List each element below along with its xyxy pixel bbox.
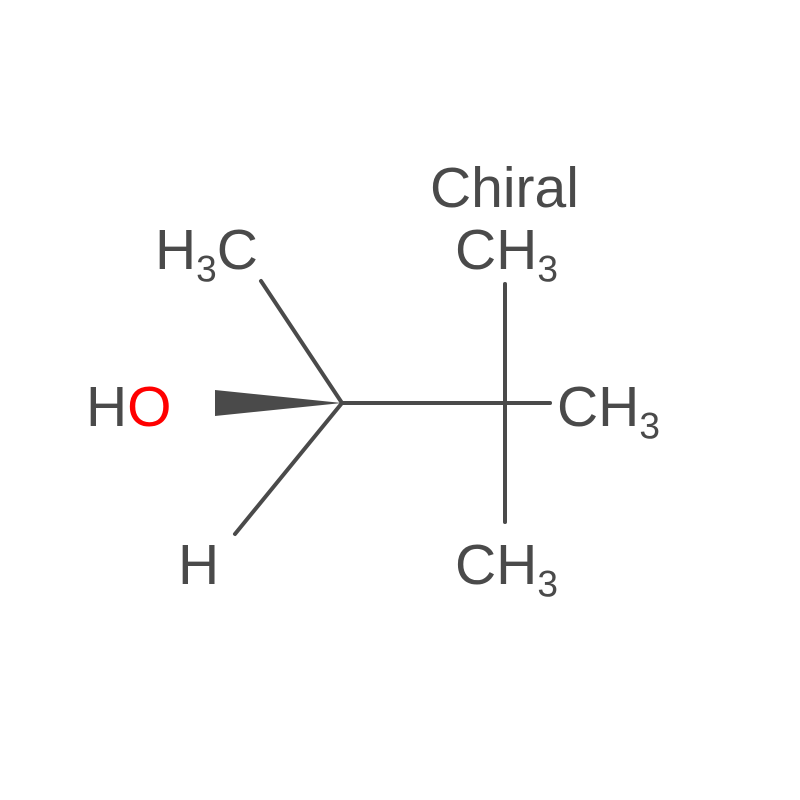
h3c-methyl-left: H3C: [155, 217, 258, 283]
ch3-methyl-bottom: CH3: [455, 532, 558, 598]
hydroxyl-group: HO: [86, 374, 172, 440]
bond-c2-h3c: [261, 281, 342, 403]
chiral-text: Chiral: [430, 156, 579, 220]
molecule-canvas: Chiral H3C CH3 CH3 CH3 H HO: [0, 0, 800, 800]
bond-c2-oh-wedge: [215, 390, 342, 416]
chiral-label: Chiral: [430, 155, 579, 221]
ch3-methyl-right: CH3: [557, 374, 660, 440]
hydroxyl-o: O: [127, 375, 171, 439]
h-atom-bottom: H: [178, 532, 219, 598]
h-text: H: [178, 533, 219, 597]
ch3-methyl-top: CH3: [455, 217, 558, 283]
hydroxyl-h: H: [86, 375, 127, 439]
bond-c2-h: [235, 403, 342, 534]
